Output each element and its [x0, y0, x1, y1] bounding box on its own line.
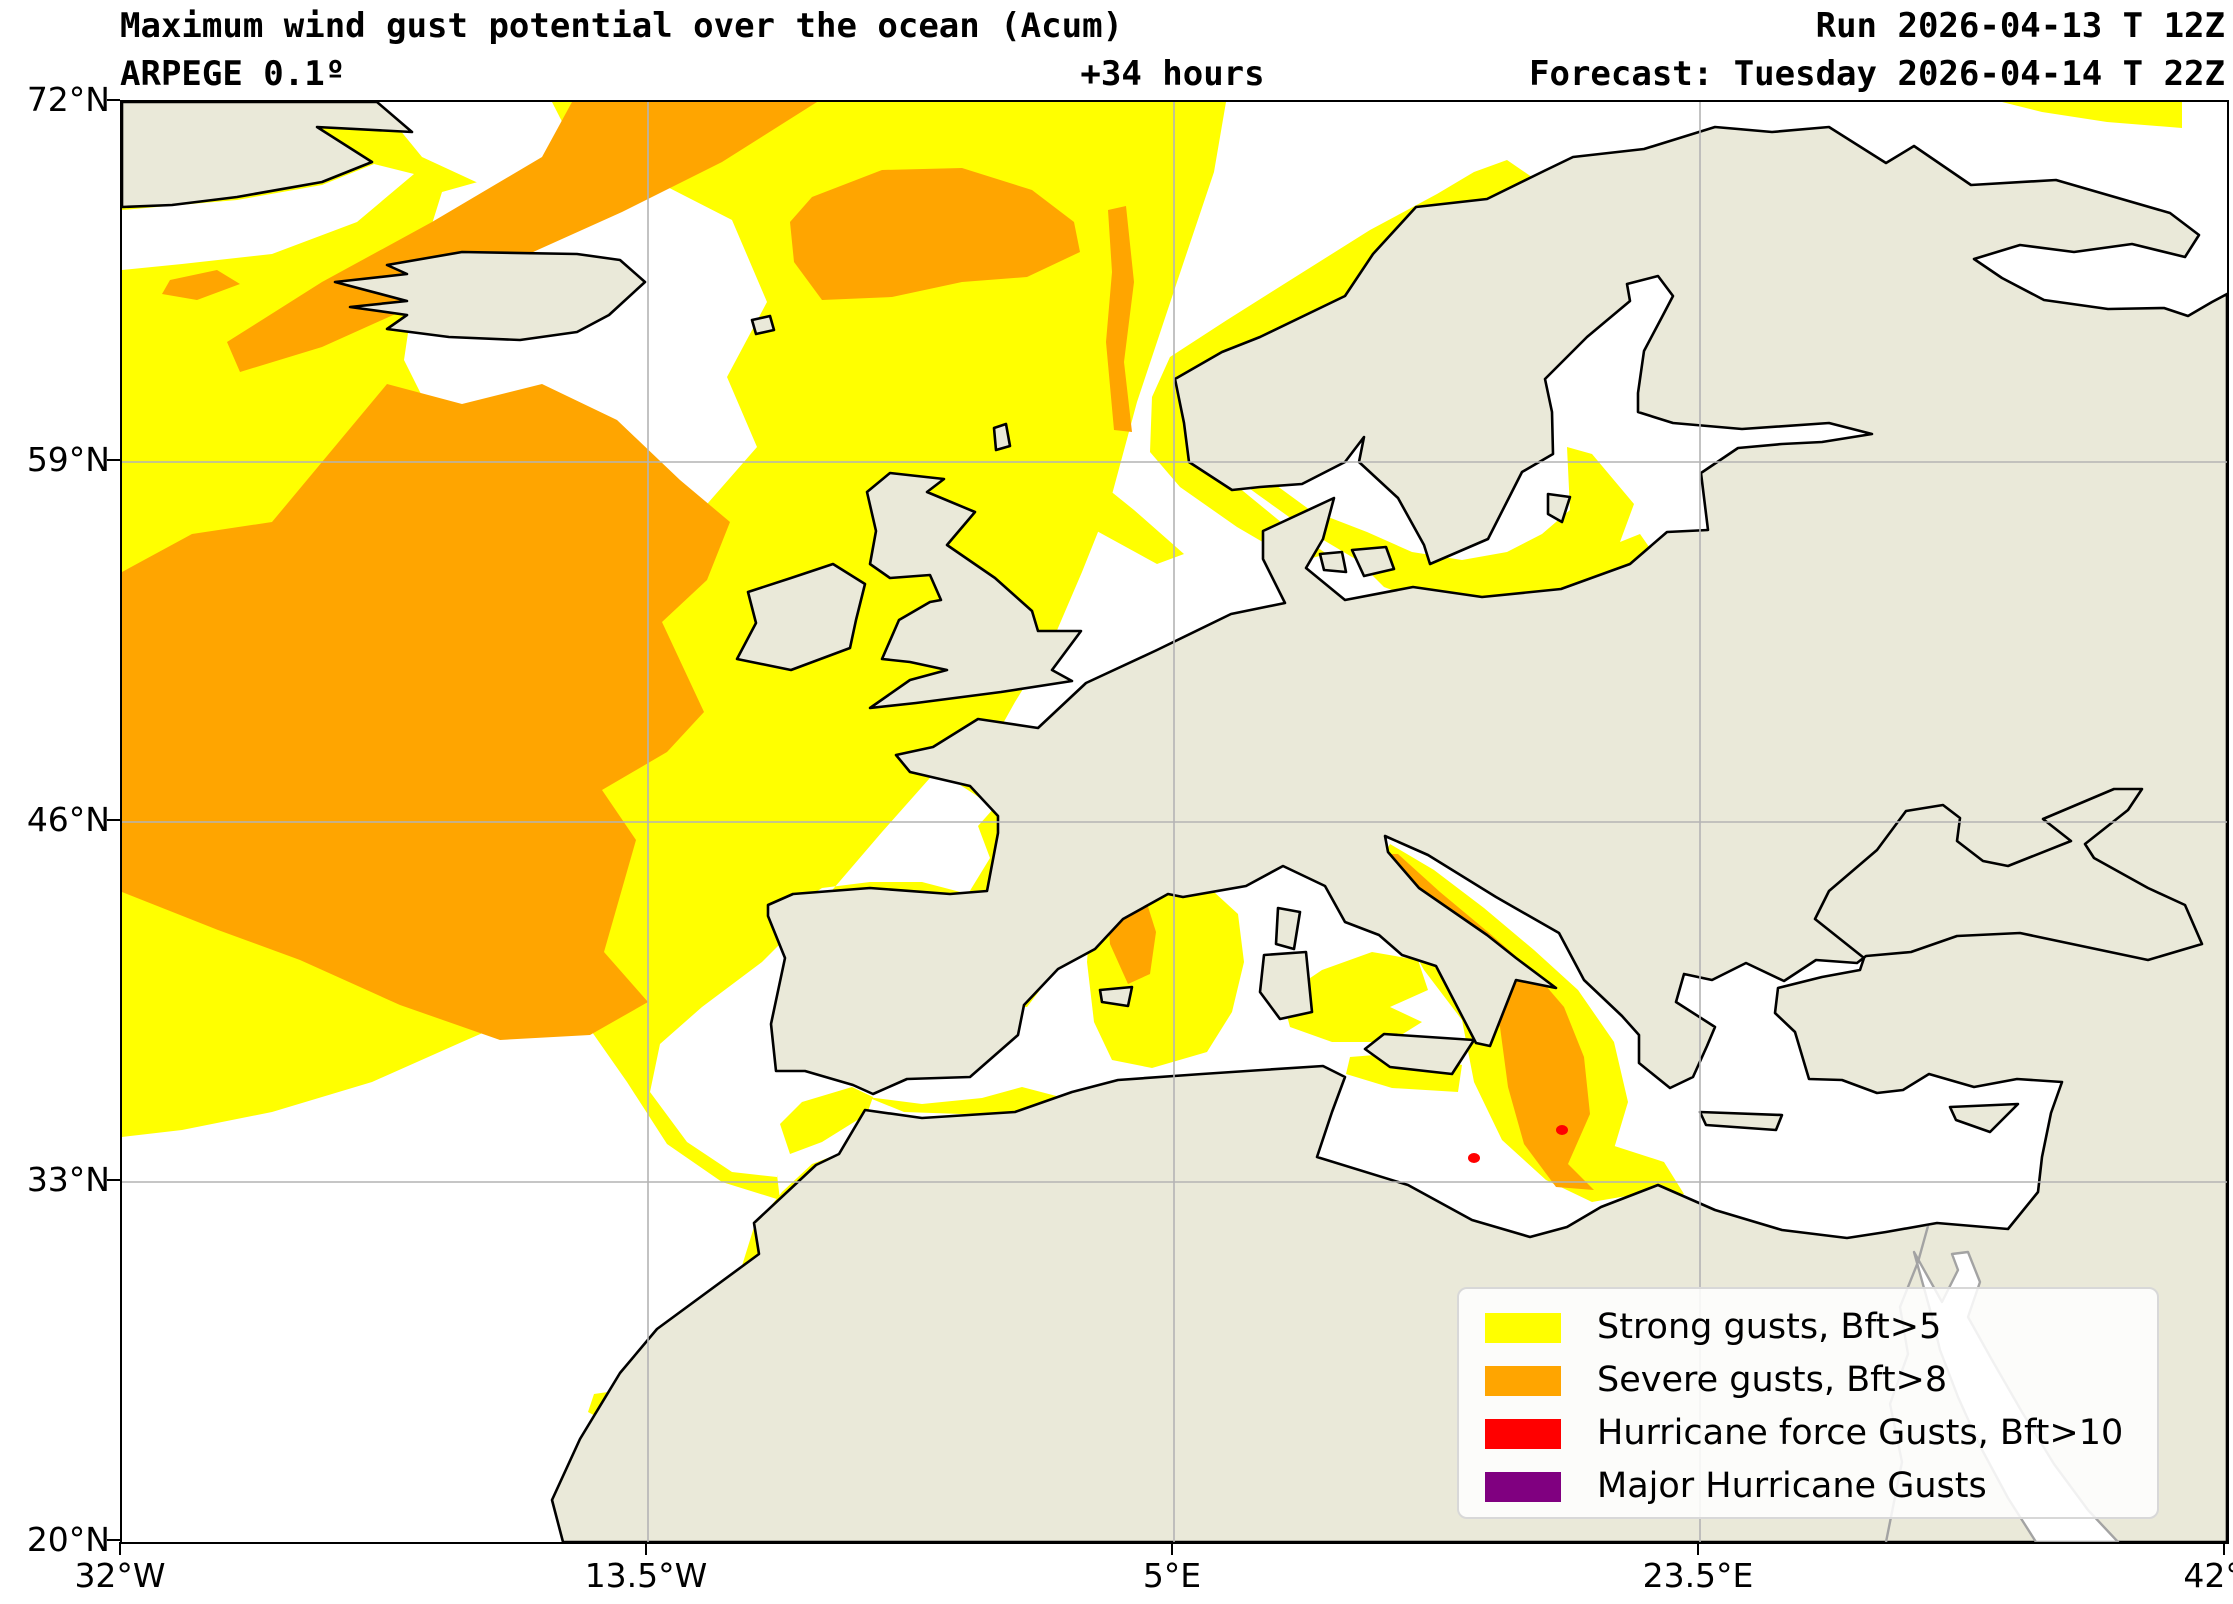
lon-tick-235e: 23.5°E — [1642, 1556, 1754, 1595]
coastline-sardinia — [1260, 952, 1312, 1019]
major-hurricane-gusts-swatch — [1485, 1471, 1561, 1502]
lat-tickmark — [107, 459, 120, 461]
coastline-mainland-eurasia-africa — [552, 127, 2227, 1542]
lat-tick-20n: 20°N — [26, 1520, 110, 1559]
legend-item-strong-gusts: Strong gusts, Bft>5 — [1485, 1301, 2157, 1354]
legend-label: Severe gusts, Bft>8 — [1597, 1360, 1948, 1400]
run-label: Run 2026-04-13 T 12Z — [1815, 6, 2225, 46]
lon-tick-5e: 5°E — [1142, 1556, 1202, 1595]
coastline-great-britain — [867, 473, 1081, 708]
lon-tickmark — [1697, 1542, 1699, 1555]
legend-label: Major Hurricane Gusts — [1597, 1466, 1987, 1506]
legend-label: Hurricane force Gusts, Bft>10 — [1597, 1413, 2124, 1453]
lat-tickmark — [107, 1179, 120, 1181]
lon-tick-42e: 42°E — [2183, 1556, 2233, 1595]
severe-gusts-adriatic-ionian — [1378, 854, 1594, 1190]
severe-gusts-swatch — [1485, 1365, 1561, 1396]
lon-tick-135w: 13.5°W — [584, 1556, 708, 1595]
strong-gusts-swatch — [1485, 1312, 1561, 1343]
coastline-greenland — [122, 102, 412, 207]
coastline-faroe — [752, 316, 774, 334]
map-title: Maximum wind gust potential over the oce… — [120, 6, 1124, 46]
coastline-fyn — [1320, 552, 1346, 572]
coastline-cyprus — [1950, 1104, 2018, 1132]
map-area: Strong gusts, Bft>5 Severe gusts, Bft>8 … — [120, 100, 2229, 1544]
coastline-zealand — [1352, 547, 1394, 576]
coastline-shetland — [994, 424, 1010, 450]
severe-gusts-sliver — [1106, 206, 1134, 432]
lat-tick-46n: 46°N — [26, 800, 110, 839]
severe-gusts-fleck — [162, 270, 240, 300]
lat-tick-72n: 72°N — [26, 80, 110, 119]
legend-item-severe-gusts: Severe gusts, Bft>8 — [1485, 1354, 2157, 1407]
legend-item-hurricane-gusts: Hurricane force Gusts, Bft>10 — [1485, 1407, 2157, 1460]
strong-gusts-alboran — [867, 1087, 1064, 1114]
hurricane-gusts-swatch — [1485, 1418, 1561, 1449]
coastline-crete — [1700, 1112, 1782, 1130]
lat-tick-33n: 33°N — [26, 1160, 110, 1199]
calm-biscay-iberia — [650, 770, 994, 1177]
lat-tickmark — [107, 1539, 120, 1541]
hurricane-gusts-regions — [1468, 1125, 1568, 1163]
severe-gusts-norwegian-sea — [790, 168, 1080, 300]
lon-tick-32w: 32°W — [74, 1556, 166, 1595]
lon-tickmark — [645, 1542, 647, 1555]
coastline-corsica — [1276, 908, 1300, 949]
hurricane-gust-spot — [1468, 1153, 1480, 1163]
strong-gusts-barents — [2002, 102, 2182, 128]
strong-gusts-baltic — [1154, 418, 1654, 607]
lead-time-label: +34 hours — [1080, 54, 1265, 94]
landmasses — [122, 102, 2227, 1542]
strong-gusts-cadiz — [780, 1087, 873, 1154]
strong-gusts-tyrrhenian — [1282, 952, 1428, 1042]
calm-greenland-se — [122, 164, 414, 270]
legend-label: Strong gusts, Bft>5 — [1597, 1307, 1942, 1347]
legend: Strong gusts, Bft>5 Severe gusts, Bft>8 … — [1457, 1287, 2159, 1519]
coastline-mallorca — [1100, 987, 1132, 1006]
lat-tick-59n: 59°N — [26, 440, 110, 479]
severe-gusts-mid-atlantic — [122, 384, 730, 1040]
hurricane-gust-spot — [1556, 1125, 1568, 1135]
forecast-label: Forecast: Tuesday 2026-04-14 T 22Z — [1529, 54, 2225, 94]
lat-tickmark — [107, 819, 120, 821]
lat-tickmark — [107, 99, 120, 101]
legend-item-major-hurricane-gusts: Major Hurricane Gusts — [1485, 1460, 2157, 1513]
model-label: ARPEGE 0.1º — [120, 54, 346, 94]
coastline-ireland — [737, 564, 865, 670]
lon-tickmark — [2223, 1542, 2225, 1555]
strong-gusts-greenland-notch — [332, 130, 410, 160]
lon-tickmark — [1171, 1542, 1173, 1555]
coastline-gotland — [1548, 494, 1570, 522]
graticule — [122, 102, 2227, 1542]
coastline-iceland — [335, 252, 645, 340]
lon-tickmark — [119, 1542, 121, 1555]
coastline-sicily — [1365, 1034, 1474, 1074]
